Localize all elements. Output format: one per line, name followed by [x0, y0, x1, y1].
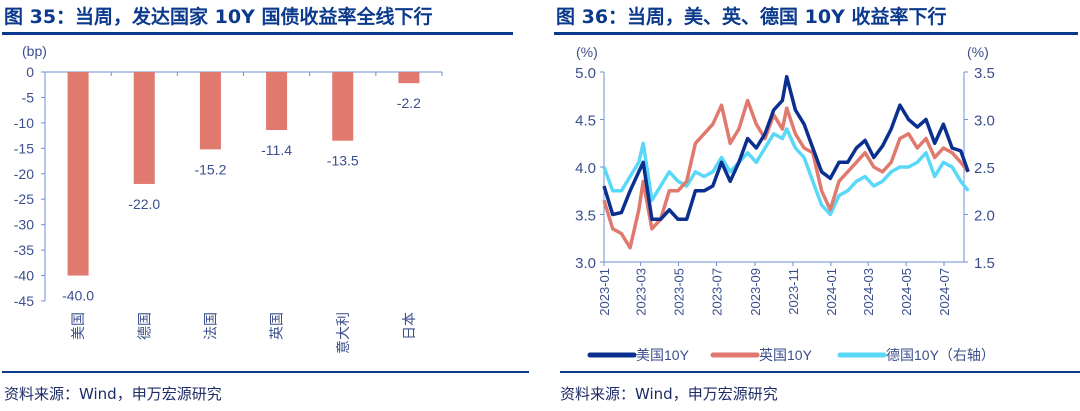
x-tick-label: 2024-05 [899, 268, 914, 316]
x-tick-label: 2023-07 [710, 268, 725, 316]
bar-data-label: -11.4 [261, 142, 292, 158]
y-tick-label: -30 [14, 217, 34, 233]
x-category-label: 美国 [70, 312, 86, 340]
right-footer-rule [560, 371, 1080, 373]
series-line-2 [602, 127, 970, 217]
bar-data-label: -13.5 [327, 153, 359, 169]
right-title-rule [554, 32, 1078, 35]
bar-0 [67, 72, 89, 276]
y-tick-label: -25 [14, 191, 34, 207]
y-tick-label: -35 [14, 242, 34, 258]
bar-4 [332, 72, 354, 141]
y-tick-label: 4.0 [575, 160, 596, 177]
y-tick-label: -20 [14, 166, 34, 182]
x-category-label: 英国 [269, 312, 285, 340]
right-source: 资料来源：Wind，申万宏源研究 [560, 385, 778, 403]
x-tick-label: 2024-07 [937, 268, 952, 316]
x-tick-label: 2023-03 [634, 268, 649, 316]
x-tick-label: 2023-01 [597, 268, 612, 316]
x-category-label: 意大利 [335, 312, 351, 354]
right-unit-label: (%) [967, 44, 989, 60]
y-tick-label: 3.0 [575, 255, 596, 272]
x-category-label: 日本 [401, 312, 417, 340]
y-tick-label: 3.5 [575, 208, 596, 225]
y-tick-label: 4.5 [575, 113, 596, 130]
bar-3 [266, 72, 288, 131]
y-tick-label: -45 [14, 293, 34, 309]
y2-tick-label: 2.0 [974, 208, 995, 225]
x-tick-label: 2024-03 [861, 268, 876, 316]
x-tick-label: 2023-11 [786, 268, 801, 315]
y2-tick-label: 3.0 [974, 113, 995, 130]
legend-label: 英国10Y [759, 347, 813, 363]
bar-data-label: -22.0 [128, 196, 160, 212]
y-tick-label: 0 [26, 64, 34, 80]
x-tick-label: 2023-09 [748, 268, 763, 316]
y2-tick-label: 1.5 [974, 255, 995, 272]
bar-2 [199, 72, 221, 150]
x-tick-label: 2023-05 [672, 268, 687, 316]
left-chart-title: 图 35：当周，发达国家 10Y 国债收益率全线下行 [4, 6, 433, 28]
legend-label: 美国10Y [636, 347, 690, 363]
legend-label: 德国10Y（右轴） [886, 347, 995, 363]
bar-5 [398, 72, 420, 84]
bar-data-label: -2.2 [397, 95, 421, 111]
y-tick-label: -5 [22, 89, 35, 105]
x-tick-label: 2024-01 [824, 268, 839, 316]
left-title-rule [2, 32, 513, 35]
y-tick-label: -10 [14, 115, 34, 131]
x-category-label: 法国 [202, 312, 218, 340]
line-chart: (%) (%) 3.0 3.5 4.0 4.5 5.0 1.5 2.0 2.5 3.0 3.5 2023… [575, 44, 995, 363]
y-tick-label: -40 [14, 268, 34, 284]
series-line-0 [602, 74, 970, 222]
bar-data-label: -40.0 [62, 288, 94, 304]
bar-1 [133, 72, 155, 184]
y2-tick-label: 2.5 [974, 160, 995, 177]
y2-tick-label: 3.5 [974, 65, 995, 82]
bar-chart: (bp) 0 -5 -10 -15 -20 -25 -30 -35 -40 -45 -40.0 美国 -2… [14, 43, 443, 354]
y-unit-label: (bp) [22, 43, 47, 59]
left-source: 资料来源：Wind，申万宏源研究 [4, 385, 222, 403]
right-chart-title: 图 36：当周，美、英、德国 10Y 收益率下行 [556, 6, 947, 28]
left-footer-rule [2, 371, 529, 373]
bar-data-label: -15.2 [194, 161, 226, 177]
series-line-1 [602, 98, 970, 250]
y-tick-label: -15 [14, 140, 34, 156]
left-unit-label: (%) [576, 44, 598, 60]
x-category-label: 德国 [136, 312, 152, 340]
y-tick-label: 5.0 [575, 65, 596, 82]
